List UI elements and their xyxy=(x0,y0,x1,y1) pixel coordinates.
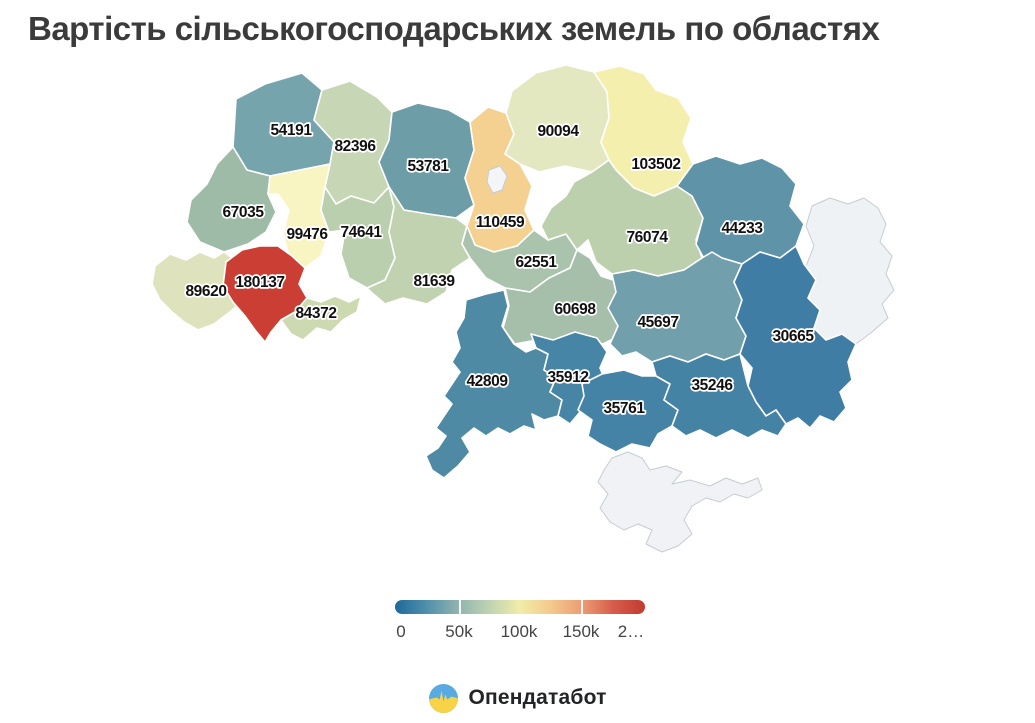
region-value-label-zaporizhzhia: 35246 xyxy=(691,377,733,394)
legend-label-4: 2… xyxy=(617,622,645,641)
legend-label-2: 100k xyxy=(500,622,538,641)
region-value-label-ternopil: 99476 xyxy=(286,226,328,243)
region-value-label-kyiv-oblast: 110459 xyxy=(476,214,525,231)
region-value-label-khmelnytskyi: 74641 xyxy=(340,224,382,241)
map-region-odesa[interactable] xyxy=(425,289,563,479)
region-value-label-cherkasy: 62551 xyxy=(515,254,557,271)
map-region-kherson[interactable] xyxy=(577,369,679,453)
region-value-label-lviv: 67035 xyxy=(222,204,264,221)
region-value-label-poltava: 76074 xyxy=(626,229,668,246)
legend-labels: 0 50k 100k 150k 2… xyxy=(395,622,645,644)
map-region-luhansk xyxy=(805,197,895,345)
map-region-ternopil[interactable] xyxy=(267,163,331,269)
region-value-label-kharkiv: 44233 xyxy=(721,220,763,237)
region-value-label-chernivtsi: 84372 xyxy=(295,305,336,322)
region-value-label-mykolaiv: 35912 xyxy=(547,369,588,386)
region-value-label-ivano-frankivsk: 180137 xyxy=(235,274,284,291)
legend-label-3: 150k xyxy=(562,622,600,641)
region-value-label-volyn: 54191 xyxy=(270,122,312,139)
region-value-label-kirovohrad: 60698 xyxy=(554,301,596,318)
region-value-label-zakarpattia: 89620 xyxy=(185,283,226,300)
legend-label-0: 0 xyxy=(396,622,406,641)
region-value-label-dnipro: 45697 xyxy=(637,314,678,331)
color-scale-legend: 0 50k 100k 150k 2… xyxy=(395,600,645,648)
map-region-zhytomyr[interactable] xyxy=(378,102,475,219)
region-value-label-chernihiv: 90094 xyxy=(537,123,579,140)
map-region-vinnytsia[interactable] xyxy=(366,186,471,305)
footer-brand[interactable]: Опендатабот xyxy=(0,678,1035,718)
region-value-label-vinnytsia: 81639 xyxy=(413,273,455,290)
page-title: Вартість сільськогосподарських земель по… xyxy=(28,10,880,47)
region-value-label-sumy: 103502 xyxy=(631,156,680,173)
region-value-label-donetsk: 30665 xyxy=(772,328,814,345)
opendatabot-logo-icon xyxy=(429,683,459,713)
map-region-zaporizhzhia[interactable] xyxy=(651,353,787,439)
region-value-label-rivne: 82396 xyxy=(334,138,376,155)
brand-name: Опендатабот xyxy=(468,686,607,709)
map-region-crimea xyxy=(597,451,763,553)
map-region-donetsk[interactable] xyxy=(733,245,857,429)
map-region-chernivtsi[interactable] xyxy=(280,295,362,341)
region-value-label-zhytomyr: 53781 xyxy=(407,158,449,175)
legend-gradient-bar xyxy=(395,600,645,614)
region-value-label-odesa: 42809 xyxy=(466,373,508,390)
map-region-kyiv-city xyxy=(486,165,508,194)
legend-tick-50k xyxy=(458,600,461,614)
map-region-chernihiv[interactable] xyxy=(504,64,610,173)
region-value-label-kherson: 35761 xyxy=(603,400,645,417)
legend-tick-150k xyxy=(581,600,584,614)
legend-label-1: 50k xyxy=(445,622,473,641)
